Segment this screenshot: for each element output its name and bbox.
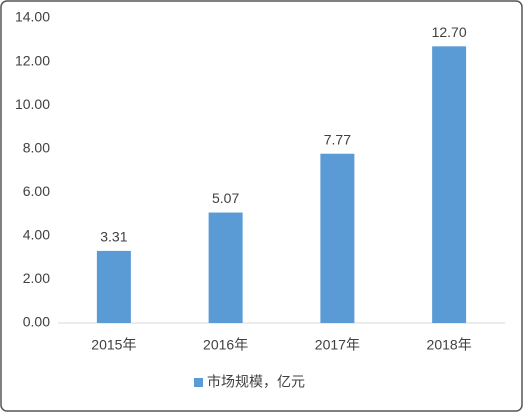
x-tick-label: 2017年 (315, 337, 360, 353)
y-tick-label: 0.00 (23, 314, 50, 330)
data-label: 7.77 (324, 131, 351, 147)
y-tick-label: 6.00 (23, 183, 50, 199)
legend-swatch (194, 378, 203, 387)
y-tick-label: 10.00 (15, 96, 50, 112)
x-tick-label: 2018年 (427, 337, 472, 353)
bar (432, 46, 467, 323)
data-label: 12.70 (432, 24, 467, 40)
y-tick-label: 8.00 (23, 139, 50, 155)
data-label: 3.31 (100, 229, 127, 245)
x-tick-label: 2016年 (203, 337, 248, 353)
y-tick-label: 14.00 (15, 9, 50, 25)
y-tick-label: 12.00 (15, 52, 50, 68)
y-tick-label: 2.00 (23, 270, 50, 286)
bar (320, 153, 355, 323)
legend-label: 市场规模，亿元 (207, 374, 305, 390)
bar (208, 212, 243, 323)
bar (96, 250, 131, 323)
data-label: 5.07 (212, 190, 239, 206)
y-tick-label: 4.00 (23, 227, 50, 243)
x-tick-label: 2015年 (91, 337, 136, 353)
